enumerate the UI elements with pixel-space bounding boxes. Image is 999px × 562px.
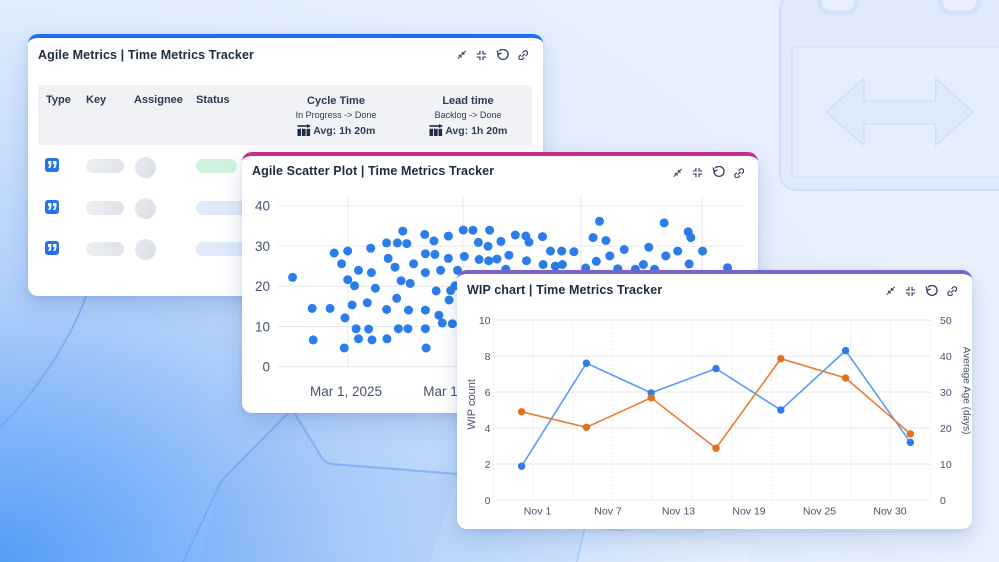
svg-text:Nov 19: Nov 19	[732, 506, 765, 518]
svg-text:2: 2	[485, 459, 491, 471]
svg-text:Mar 1, 2025: Mar 1, 2025	[310, 384, 382, 399]
svg-text:Nov 1: Nov 1	[524, 506, 552, 518]
svg-text:0: 0	[262, 359, 270, 374]
svg-text:Nov 7: Nov 7	[594, 506, 622, 518]
svg-text:10: 10	[255, 319, 270, 334]
svg-text:20: 20	[255, 279, 270, 294]
svg-text:”: ”	[46, 241, 58, 255]
svg-text:0: 0	[940, 495, 946, 507]
svg-text:Nov 30: Nov 30	[873, 506, 906, 518]
svg-text:Average Age (days): Average Age (days)	[961, 347, 972, 435]
svg-text:WIP count: WIP count	[466, 379, 478, 430]
svg-text:0: 0	[485, 495, 491, 507]
svg-text:40: 40	[255, 198, 270, 213]
svg-text:4: 4	[485, 423, 491, 435]
svg-text:6: 6	[485, 387, 491, 399]
svg-text:10: 10	[479, 315, 491, 327]
svg-text:”: ”	[46, 158, 58, 172]
svg-text:50: 50	[940, 315, 952, 327]
svg-text:”: ”	[46, 200, 58, 214]
svg-text:10: 10	[940, 459, 952, 471]
svg-text:30: 30	[940, 387, 952, 399]
svg-text:20: 20	[940, 423, 952, 435]
svg-text:Nov 13: Nov 13	[662, 506, 695, 518]
svg-text:Nov 25: Nov 25	[803, 506, 836, 518]
svg-text:8: 8	[485, 351, 491, 363]
svg-text:40: 40	[940, 351, 952, 363]
svg-text:30: 30	[255, 239, 270, 254]
